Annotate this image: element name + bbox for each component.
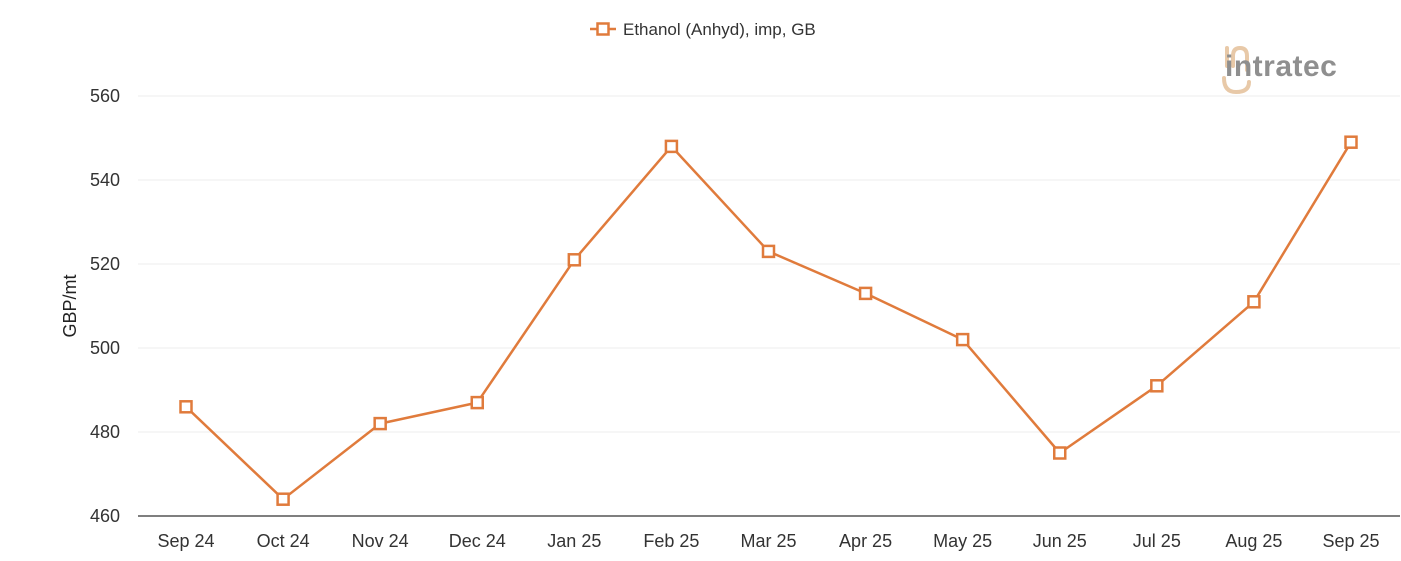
y-tick-label: 560 — [90, 86, 120, 106]
x-tick-label: Sep 25 — [1322, 531, 1379, 551]
x-axis-ticks: Sep 24 Oct 24 Nov 24 Dec 24 Jan 25 Feb 25 Mar … — [157, 531, 1379, 551]
y-tick-label: 520 — [90, 254, 120, 274]
x-tick-label: Apr 25 — [839, 531, 892, 551]
x-tick-label: Nov 24 — [352, 531, 409, 551]
x-tick-label: Oct 24 — [257, 531, 310, 551]
series-line — [185, 141, 1353, 501]
data-point — [373, 416, 387, 431]
data-point — [1247, 295, 1261, 309]
y-tick-label: 540 — [90, 170, 120, 190]
logo-text: intratec — [1225, 50, 1337, 83]
x-tick-label: Aug 25 — [1225, 531, 1282, 551]
x-tick-label: Mar 25 — [740, 531, 796, 551]
data-point — [470, 395, 484, 410]
legend: Ethanol (Anhyd), imp, GB — [590, 20, 816, 39]
data-point — [179, 400, 193, 414]
x-tick-label: Jun 25 — [1033, 531, 1087, 551]
x-tick-label: Dec 24 — [449, 531, 506, 551]
x-tick-label: May 25 — [933, 531, 992, 551]
data-point — [761, 244, 776, 259]
series-ethanol — [179, 135, 1358, 506]
data-point — [1344, 135, 1358, 149]
x-tick-label: Sep 24 — [157, 531, 214, 551]
x-tick-label: Feb 25 — [643, 531, 699, 551]
y-tick-label: 480 — [90, 422, 120, 442]
data-point — [567, 253, 582, 267]
data-point — [1150, 379, 1164, 393]
gridlines — [138, 95, 1400, 433]
x-tick-label: Jul 25 — [1133, 531, 1181, 551]
legend-marker — [596, 22, 610, 36]
intratec-logo: intratec — [1222, 45, 1337, 95]
data-point — [955, 332, 970, 347]
data-point — [664, 139, 679, 154]
legend-label: Ethanol (Anhyd), imp, GB — [623, 20, 816, 39]
y-axis-ticks: 460 480 500 520 540 560 — [90, 86, 120, 526]
y-tick-label: 460 — [90, 506, 120, 526]
data-point — [276, 492, 290, 506]
y-axis-title: GBP/mt — [60, 274, 80, 337]
data-point — [1053, 446, 1067, 460]
x-tick-label: Jan 25 — [547, 531, 601, 551]
y-tick-label: 500 — [90, 338, 120, 358]
data-point — [858, 286, 873, 301]
logo-mark-icon — [1222, 45, 1251, 95]
